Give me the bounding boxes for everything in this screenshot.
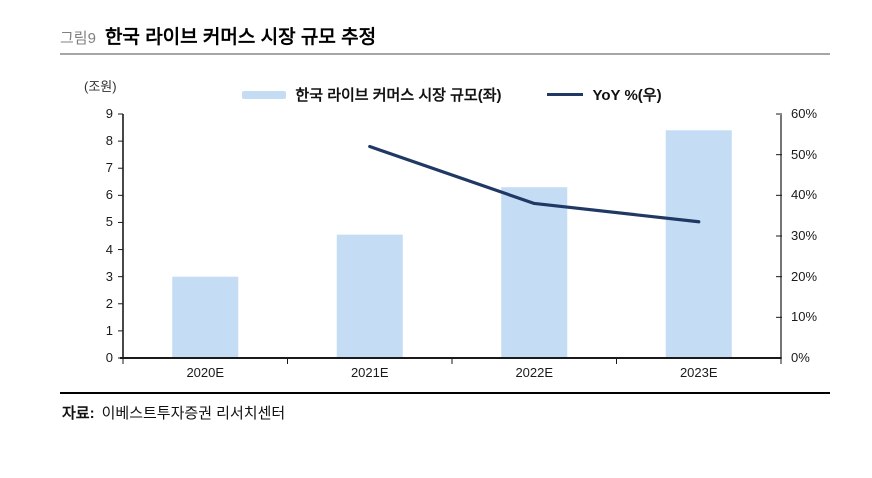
bottom-divider xyxy=(60,392,830,394)
bar-2021E xyxy=(336,234,403,358)
right-axis-tick-label: 20% xyxy=(791,268,818,284)
left-axis-tick-label: 5 xyxy=(105,214,113,230)
x-axis-tick-label: 2021E xyxy=(350,365,389,380)
left-axis-unit-label: (조원) xyxy=(84,79,117,94)
left-axis-tick-label: 8 xyxy=(105,133,113,149)
x-axis-tick-label: 2023E xyxy=(679,365,718,380)
line-series-swatch-icon xyxy=(547,93,584,96)
left-axis-tick-label: 7 xyxy=(105,160,113,176)
legend-label-market-size: 한국 라이브 커머스 시장 규모(좌) xyxy=(295,87,502,104)
x-axis-tick-label: 2022E xyxy=(515,365,554,380)
figure-number: 그림9 xyxy=(60,30,96,47)
source-text: 이베스트투자증권 리서치센터 xyxy=(101,405,286,422)
bar-series-swatch-icon xyxy=(242,90,287,99)
left-axis-tick-label: 2 xyxy=(105,295,113,311)
left-axis-tick-label: 1 xyxy=(105,322,113,338)
right-axis-tick-label: 60% xyxy=(791,106,818,121)
legend-item-yoy: YoY %(우) xyxy=(547,84,662,105)
left-axis-tick-label: 9 xyxy=(105,106,113,121)
figure-header: 그림9 한국 라이브 커머스 시장 규모 추정 xyxy=(60,22,376,49)
left-axis-tick-label: 3 xyxy=(105,268,113,284)
left-axis-tick-label: 4 xyxy=(105,241,113,257)
x-axis-tick-label: 2020E xyxy=(186,365,225,380)
source-prefix: 자료: xyxy=(62,405,95,422)
legend-item-market-size: 한국 라이브 커머스 시장 규모(좌) xyxy=(242,84,501,105)
source-note: 자료: 이베스트투자증권 리서치센터 xyxy=(62,402,285,423)
title-divider xyxy=(60,53,830,55)
left-axis-tick-label: 0 xyxy=(105,350,113,365)
right-axis-tick-label: 50% xyxy=(791,146,818,162)
right-axis-tick-label: 30% xyxy=(791,228,818,243)
yoy-line xyxy=(368,144,701,224)
figure-title: 한국 라이브 커머스 시장 규모 추정 xyxy=(104,27,377,48)
bar-2023E xyxy=(665,130,732,358)
chart-legend: 한국 라이브 커머스 시장 규모(좌) YoY %(우) xyxy=(123,84,781,105)
right-axis-tick-label: 10% xyxy=(791,309,818,325)
right-axis-tick-label: 0% xyxy=(791,350,810,365)
bar-2020E xyxy=(172,276,239,358)
legend-label-yoy: YoY %(우) xyxy=(592,87,662,104)
bar-2022E xyxy=(501,187,568,358)
right-axis-tick-label: 40% xyxy=(791,187,818,203)
left-axis-tick-label: 6 xyxy=(105,187,113,203)
